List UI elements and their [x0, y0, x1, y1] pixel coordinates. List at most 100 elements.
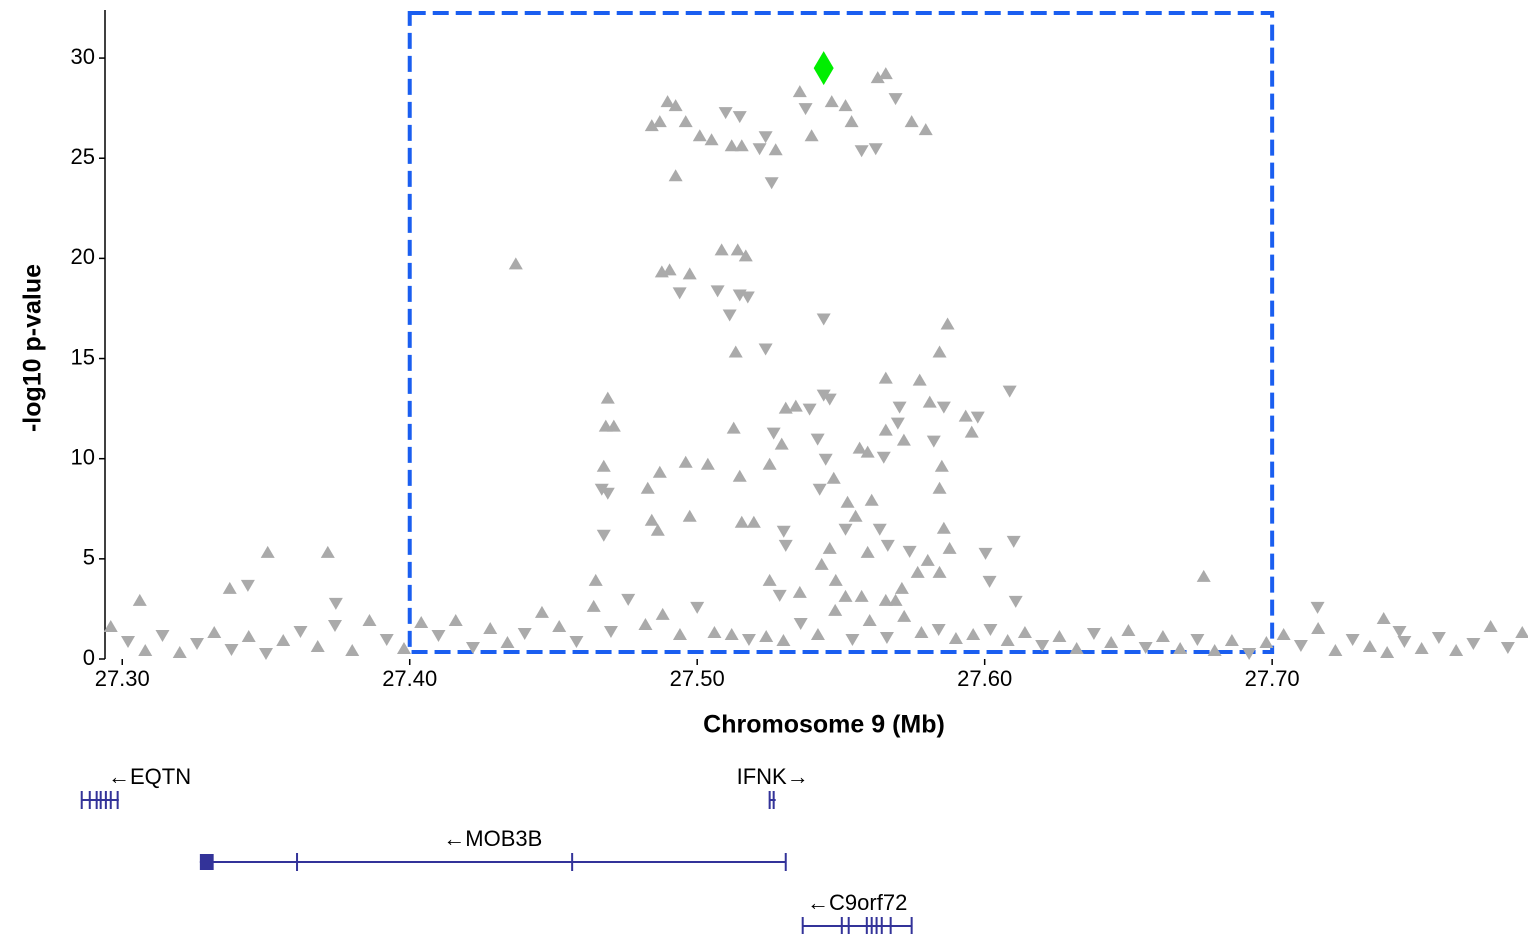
point — [644, 513, 659, 526]
point — [792, 85, 807, 98]
point — [860, 445, 875, 458]
point — [746, 515, 761, 528]
point — [1328, 643, 1343, 656]
x-tick-label: 27.30 — [95, 666, 150, 691]
point — [818, 453, 833, 466]
point — [1414, 641, 1429, 654]
point — [500, 635, 515, 648]
point — [894, 581, 909, 594]
point — [345, 643, 360, 656]
point — [640, 481, 655, 494]
point — [1515, 625, 1528, 638]
point — [812, 483, 827, 496]
exon — [801, 917, 804, 934]
point — [838, 589, 853, 602]
point — [600, 391, 615, 404]
point — [690, 601, 705, 614]
y-tick-label: 25 — [71, 144, 95, 169]
point — [692, 129, 707, 142]
point — [310, 639, 325, 652]
point — [932, 345, 947, 358]
point — [448, 613, 463, 626]
point — [328, 597, 343, 610]
point — [766, 427, 781, 440]
point — [936, 521, 951, 534]
exon — [889, 917, 892, 934]
point — [678, 115, 693, 128]
point — [776, 525, 791, 538]
point — [569, 635, 584, 648]
point — [864, 493, 879, 506]
point — [897, 609, 912, 622]
point — [902, 545, 917, 558]
point — [732, 111, 747, 124]
point — [814, 557, 829, 570]
y-tick-label: 5 — [83, 545, 95, 570]
point — [1069, 641, 1084, 654]
exon — [865, 917, 868, 934]
point — [888, 93, 903, 106]
point — [722, 309, 737, 322]
point — [798, 103, 813, 116]
point — [810, 433, 825, 446]
point — [222, 581, 237, 594]
exon — [784, 853, 787, 871]
point — [848, 509, 863, 522]
point — [958, 409, 973, 422]
point — [1362, 639, 1377, 652]
point — [655, 607, 670, 620]
point — [1276, 627, 1291, 640]
point — [1035, 639, 1050, 652]
exon — [910, 917, 913, 934]
point — [826, 471, 841, 484]
point — [868, 143, 883, 156]
x-tick-label: 27.60 — [957, 666, 1012, 691]
point — [707, 625, 722, 638]
x-tick-label: 27.70 — [1245, 666, 1300, 691]
point — [880, 539, 895, 552]
point — [726, 421, 741, 434]
point — [1345, 633, 1360, 646]
point — [879, 631, 894, 644]
point — [732, 469, 747, 482]
point — [1259, 635, 1274, 648]
point — [844, 115, 859, 128]
point — [822, 541, 837, 554]
point — [517, 627, 532, 640]
point — [1242, 647, 1257, 660]
point — [870, 71, 885, 84]
point — [774, 437, 789, 450]
point — [1224, 633, 1239, 646]
point — [1207, 643, 1222, 656]
point — [816, 389, 831, 402]
point — [1104, 635, 1119, 648]
point — [738, 249, 753, 262]
point — [878, 423, 893, 436]
point — [606, 419, 621, 432]
point — [207, 625, 222, 638]
point — [508, 257, 523, 270]
gene-label: ←EQTN — [108, 764, 191, 789]
exon — [296, 853, 299, 871]
exon — [840, 917, 843, 934]
highlight-region — [407, 11, 1275, 654]
point — [1293, 639, 1308, 652]
point — [621, 593, 636, 606]
point — [872, 523, 887, 536]
point — [172, 645, 187, 658]
point — [978, 547, 993, 560]
point — [668, 169, 683, 182]
point — [1196, 569, 1211, 582]
point — [662, 263, 677, 276]
point — [714, 243, 729, 256]
point — [678, 455, 693, 468]
point — [189, 637, 204, 650]
point — [362, 613, 377, 626]
point — [1006, 535, 1021, 548]
point — [1138, 641, 1153, 654]
point — [596, 529, 611, 542]
point — [224, 643, 239, 656]
point — [764, 177, 779, 190]
point — [752, 143, 767, 156]
